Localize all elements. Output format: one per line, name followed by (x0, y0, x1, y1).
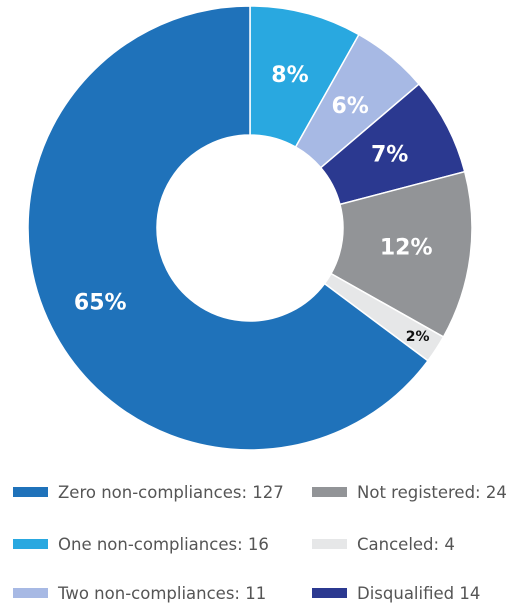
legend-item-canceled: Canceled: 4 (312, 532, 455, 556)
donut-plot: 8% 6%7% 12% 2% 65% (27, 5, 473, 451)
legend-item-disqualified: Disqualified 14 (312, 581, 480, 604)
slice-percent-label: 12% (380, 236, 433, 261)
legend-label: Zero non-compliances: 127 (58, 482, 284, 502)
slice-percent-label: 8% (271, 63, 308, 88)
legend-label: Disqualified 14 (357, 583, 481, 603)
slice-not-registered (330, 170, 473, 338)
legend-swatch (312, 487, 347, 497)
legend-swatch (13, 588, 48, 598)
legend-label: Canceled: 4 (357, 534, 455, 554)
legend-swatch (312, 539, 347, 549)
slice-percent-label: 6% (331, 94, 368, 119)
slice-percent-label: 65% (74, 291, 127, 316)
legend-item-zero-non-compliances: Zero non-compliances: 127 (13, 480, 284, 504)
legend-label: Not registered: 24 (357, 482, 507, 502)
slice-percent-label: 2% (406, 329, 430, 345)
legend: Zero non-compliances: 127 One non-compli… (0, 470, 515, 604)
legend-swatch (13, 487, 48, 497)
legend-swatch (13, 539, 48, 549)
legend-label: Two non-compliances: 11 (58, 583, 267, 603)
legend-item-one-non-compliances: One non-compliances: 16 (13, 532, 269, 556)
slice-zero-non-compliances (27, 5, 429, 451)
legend-swatch (312, 588, 347, 598)
slice-percent-label: 7% (371, 143, 408, 168)
legend-item-not-registered: Not registered: 24 (312, 480, 507, 504)
legend-label: One non-compliances: 16 (58, 534, 269, 554)
legend-item-two-non-compliances: Two non-compliances: 11 (13, 581, 266, 604)
